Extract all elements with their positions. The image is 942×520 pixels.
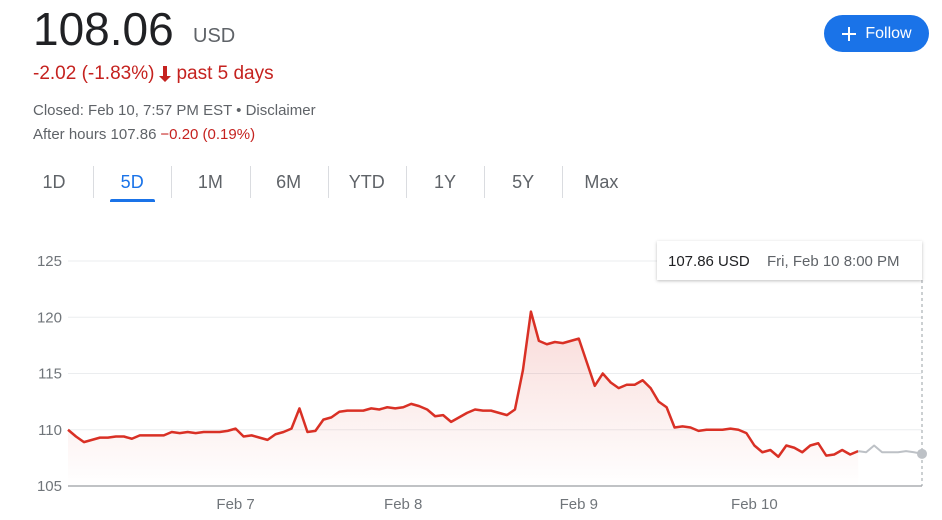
range-tab[interactable]: 1Y [433,172,457,192]
range-tab[interactable]: 1D [42,172,66,192]
tab-separator [562,166,564,198]
end-dot [917,448,927,459]
tab-separator [249,166,251,198]
change-row: -2.02 (-1.83%) past 5 days [33,63,274,85]
active-underline [110,199,156,202]
y-tick-label: 115 [38,366,62,383]
down-arrow [159,66,172,82]
tooltip-box [657,241,922,280]
plus-icon [842,26,857,41]
x-tick-label: Feb 8 [384,496,422,513]
range-tab[interactable]: YTD [348,172,385,192]
range-tab[interactable]: Max [584,172,619,192]
range-tab[interactable]: 6M [276,172,302,192]
tab-separator [484,166,486,198]
tooltip-time: Fri, Feb 10 8:00 PM [767,253,900,270]
closed-info: Closed: Feb 10, 7:57 PM EST • Disclaimer [33,102,316,119]
line [67,310,859,458]
x-tick-label: Feb 7 [216,496,254,513]
y-tick-label: 125 [37,253,62,270]
x-tick-label: Feb 9 [560,496,598,513]
range-tab[interactable]: 5D [120,172,144,192]
tab-separator [327,166,329,198]
range-tab[interactable]: 1M [197,172,223,192]
follow-label: Follow [865,24,912,42]
follow-button[interactable]: Follow [824,15,929,52]
tab-separator [93,166,95,198]
tooltip-value: 107.86 USD [668,253,750,270]
period: past 5 days [176,63,274,84]
area [68,311,859,486]
price: 108.06 [33,3,174,55]
y-tick-label: 105 [37,478,62,495]
after-hours-change: −0.20 (0.19%) [160,126,256,143]
y-tick-label: 120 [37,309,62,326]
x-tick-label: Feb 10 [731,496,778,513]
line [858,444,923,455]
y-tick-label: 110 [38,422,62,439]
change: -2.02 (-1.83%) [33,63,155,84]
after-hours-price: After hours 107.86 [33,126,157,143]
range-tab[interactable]: 5Y [512,172,535,192]
currency: USD [193,25,236,47]
tab-separator [171,166,173,198]
range-tabs: 1D 5D 1M 6M YTD 1Y 5Y Max [0,164,700,204]
after-hours: After hours 107.86 −0.20 (0.19%) [33,126,255,143]
tab-separator [406,166,407,198]
